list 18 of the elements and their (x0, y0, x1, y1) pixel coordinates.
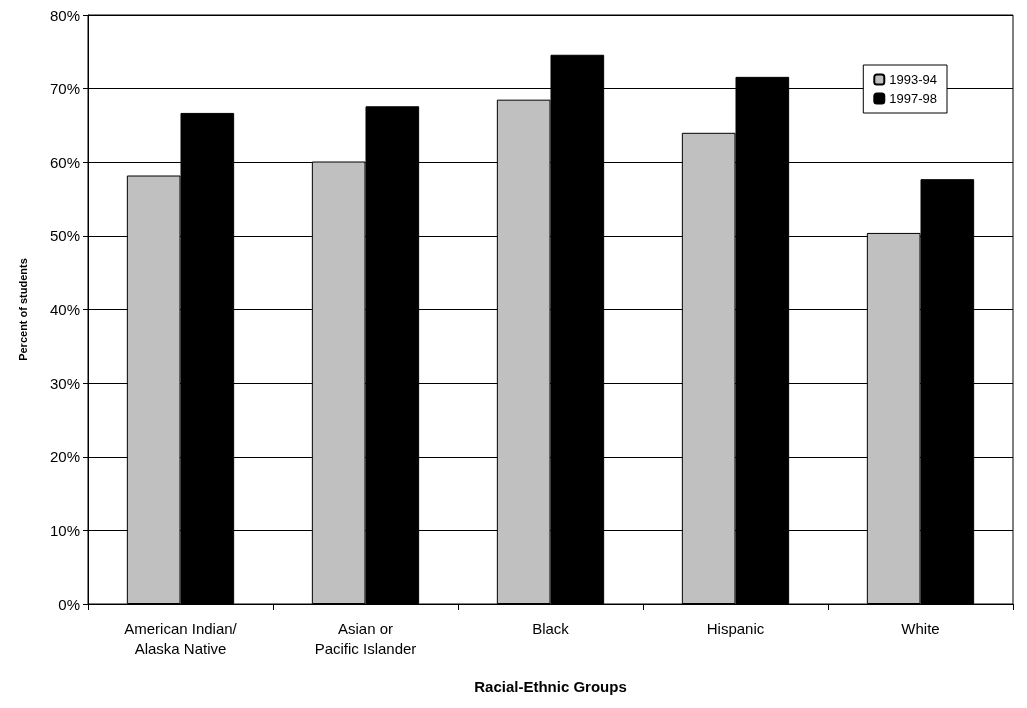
legend-label: 1997-98 (889, 91, 938, 106)
y-tick-label: 60% (49, 153, 80, 171)
y-tick-label: 10% (49, 521, 80, 539)
y-tick-label: 30% (49, 374, 80, 392)
legend-label: 1993-94 (889, 72, 938, 87)
x-tick-label: White (901, 619, 940, 637)
y-tick-label: 40% (49, 301, 80, 318)
y-axis-title: Percent of students (16, 258, 29, 361)
y-tick-label: 50% (49, 227, 80, 245)
x-tick-label: Hispanic (706, 619, 765, 637)
x-tick-label: American Indian/ Alaska Native (124, 619, 238, 657)
y-tick-label: 0% (58, 595, 80, 613)
x-tick-label: Asian or Pacific Islander (314, 619, 417, 657)
y-tick-label: 80% (49, 6, 80, 24)
y-tick-label: 70% (49, 80, 80, 98)
y-tick-label: 20% (49, 448, 80, 466)
x-axis-title: Racial-Ethnic Groups (474, 678, 627, 695)
x-tick-label: Black (532, 619, 570, 637)
